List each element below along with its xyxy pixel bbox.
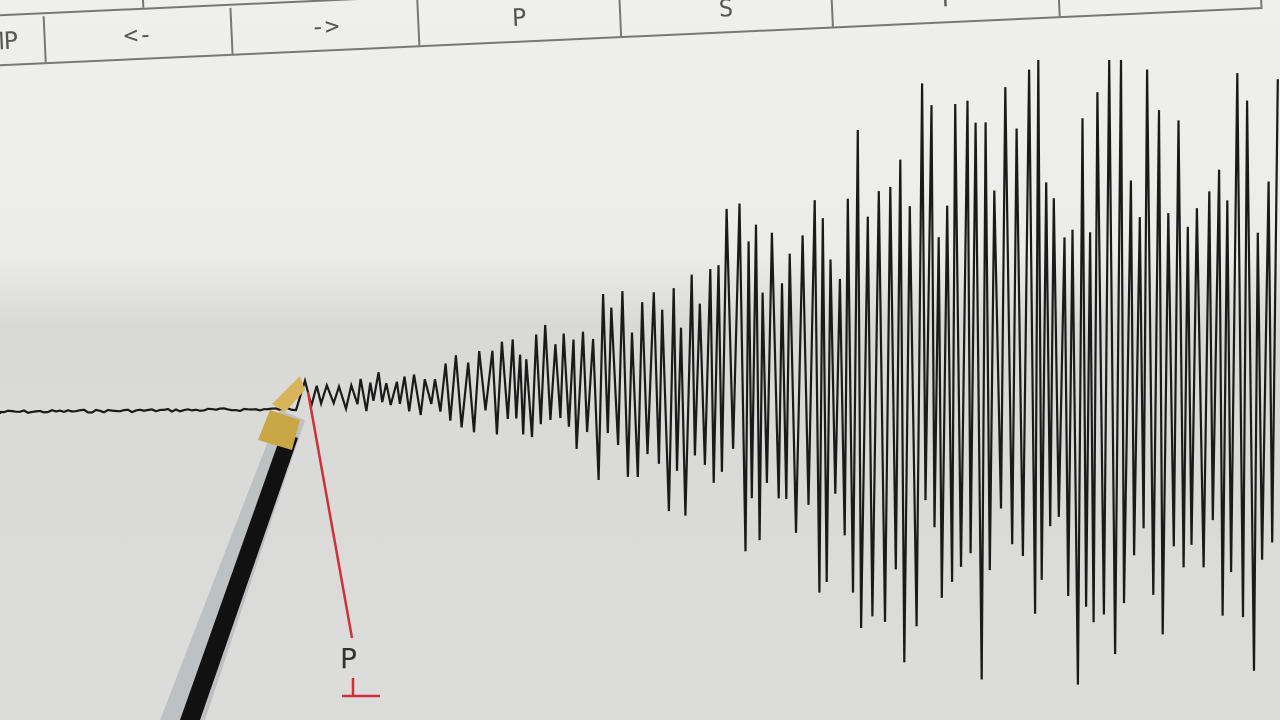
- p-wave-label: P: [340, 642, 357, 675]
- pen: [160, 376, 305, 720]
- seismic-trace: [0, 59, 1279, 685]
- p-wave-tick: [342, 678, 380, 698]
- p-wave-marker-line: [306, 391, 354, 639]
